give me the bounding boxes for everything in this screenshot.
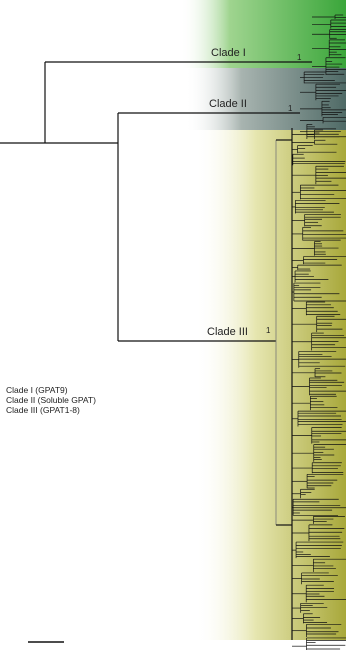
main-branches bbox=[0, 61, 312, 640]
clade-label: Clade III bbox=[207, 326, 248, 338]
clade-iii-band bbox=[195, 130, 346, 640]
support-value: 1 bbox=[297, 53, 302, 62]
clade-label: Clade II bbox=[209, 98, 247, 110]
support-value: 1 bbox=[288, 104, 293, 113]
clade-label: Clade I bbox=[211, 47, 246, 59]
clade-ii-band bbox=[185, 68, 346, 130]
leaf-branches bbox=[292, 14, 346, 650]
support-value: 1 bbox=[266, 326, 271, 335]
legend-entry: Clade I (GPAT9) bbox=[6, 385, 68, 395]
legend-entry: Clade II (Soluble GPAT) bbox=[6, 395, 96, 405]
legend-entry: Clade III (GPAT1-8) bbox=[6, 405, 80, 415]
